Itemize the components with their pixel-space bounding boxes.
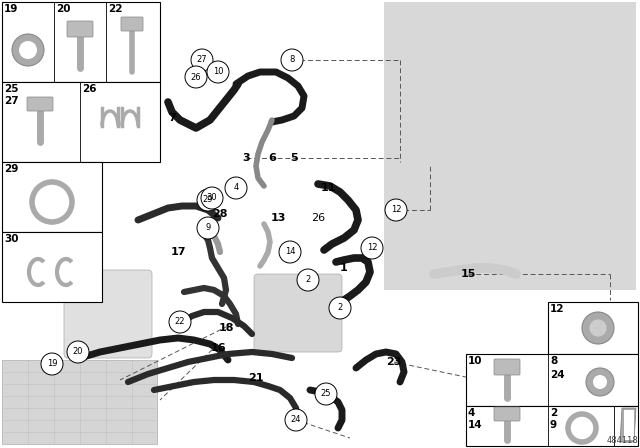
Circle shape <box>279 241 301 263</box>
Polygon shape <box>624 410 634 440</box>
FancyBboxPatch shape <box>494 359 520 375</box>
Circle shape <box>207 61 229 83</box>
FancyBboxPatch shape <box>384 2 636 290</box>
FancyBboxPatch shape <box>466 406 638 446</box>
Text: 17: 17 <box>170 247 186 257</box>
Text: 6: 6 <box>268 153 276 163</box>
Text: 21: 21 <box>248 373 264 383</box>
Text: 8: 8 <box>550 356 557 366</box>
Text: 10: 10 <box>212 68 223 77</box>
Text: 5: 5 <box>290 153 298 163</box>
Text: 19: 19 <box>47 359 57 369</box>
Text: 23: 23 <box>387 357 402 367</box>
Circle shape <box>225 177 247 199</box>
Text: 20: 20 <box>56 4 70 14</box>
Circle shape <box>191 49 213 71</box>
Circle shape <box>12 34 44 66</box>
FancyBboxPatch shape <box>2 162 102 232</box>
Text: 25: 25 <box>4 84 19 94</box>
Circle shape <box>67 341 89 363</box>
Text: 4: 4 <box>468 408 476 418</box>
Text: 18: 18 <box>218 323 234 333</box>
Text: 26: 26 <box>191 73 202 82</box>
Text: 26: 26 <box>311 213 325 223</box>
Circle shape <box>586 368 614 396</box>
Text: 2: 2 <box>305 276 310 284</box>
Text: 27: 27 <box>196 56 207 65</box>
Text: 12: 12 <box>550 304 564 314</box>
Text: 1: 1 <box>340 263 348 273</box>
Text: 25: 25 <box>321 389 332 399</box>
Text: 10: 10 <box>468 356 483 366</box>
Circle shape <box>41 353 63 375</box>
Circle shape <box>385 199 407 221</box>
FancyBboxPatch shape <box>64 270 152 358</box>
FancyBboxPatch shape <box>2 360 157 444</box>
Circle shape <box>582 312 614 344</box>
Text: 4: 4 <box>234 184 239 193</box>
FancyBboxPatch shape <box>494 407 520 421</box>
Circle shape <box>315 383 337 405</box>
Text: 2: 2 <box>337 303 342 313</box>
FancyBboxPatch shape <box>2 82 160 162</box>
Text: 30: 30 <box>207 194 218 202</box>
FancyBboxPatch shape <box>548 302 638 354</box>
Circle shape <box>329 297 351 319</box>
Circle shape <box>185 66 207 88</box>
Text: 14: 14 <box>468 420 483 430</box>
Text: 24: 24 <box>291 415 301 425</box>
Text: 30: 30 <box>4 234 19 244</box>
Circle shape <box>297 269 319 291</box>
Text: 9: 9 <box>205 224 211 233</box>
FancyBboxPatch shape <box>27 97 53 111</box>
Circle shape <box>281 49 303 71</box>
Circle shape <box>197 217 219 239</box>
Text: 24: 24 <box>550 370 564 380</box>
Text: 22: 22 <box>175 318 185 327</box>
Text: 16: 16 <box>210 343 226 353</box>
Text: 14: 14 <box>285 247 295 257</box>
Text: 8: 8 <box>289 56 294 65</box>
Text: 11: 11 <box>320 183 336 193</box>
Circle shape <box>589 319 607 337</box>
Circle shape <box>42 192 62 212</box>
Text: 22: 22 <box>108 4 122 14</box>
FancyBboxPatch shape <box>121 17 143 31</box>
Polygon shape <box>620 408 636 442</box>
Text: 28: 28 <box>212 209 228 219</box>
Text: 9: 9 <box>550 420 557 430</box>
FancyBboxPatch shape <box>466 354 638 406</box>
Text: 26: 26 <box>82 84 97 94</box>
FancyBboxPatch shape <box>254 274 342 352</box>
Circle shape <box>285 409 307 431</box>
Circle shape <box>361 237 383 259</box>
Text: 12: 12 <box>391 206 401 215</box>
Circle shape <box>19 41 37 59</box>
Text: 12: 12 <box>367 244 377 253</box>
Text: 20: 20 <box>73 348 83 357</box>
Text: 19: 19 <box>4 4 19 14</box>
Text: 27: 27 <box>4 96 19 106</box>
FancyBboxPatch shape <box>67 21 93 37</box>
Circle shape <box>169 311 191 333</box>
Circle shape <box>201 187 223 209</box>
Text: 15: 15 <box>460 269 476 279</box>
Text: 2: 2 <box>550 408 557 418</box>
Text: 3: 3 <box>242 153 250 163</box>
Circle shape <box>593 375 607 389</box>
FancyBboxPatch shape <box>2 232 102 302</box>
FancyBboxPatch shape <box>2 2 160 82</box>
Text: 484118: 484118 <box>606 436 638 445</box>
Text: 29: 29 <box>203 195 213 204</box>
Text: 13: 13 <box>270 213 285 223</box>
Text: 29: 29 <box>4 164 19 174</box>
Text: 7: 7 <box>168 113 176 123</box>
Circle shape <box>197 189 219 211</box>
